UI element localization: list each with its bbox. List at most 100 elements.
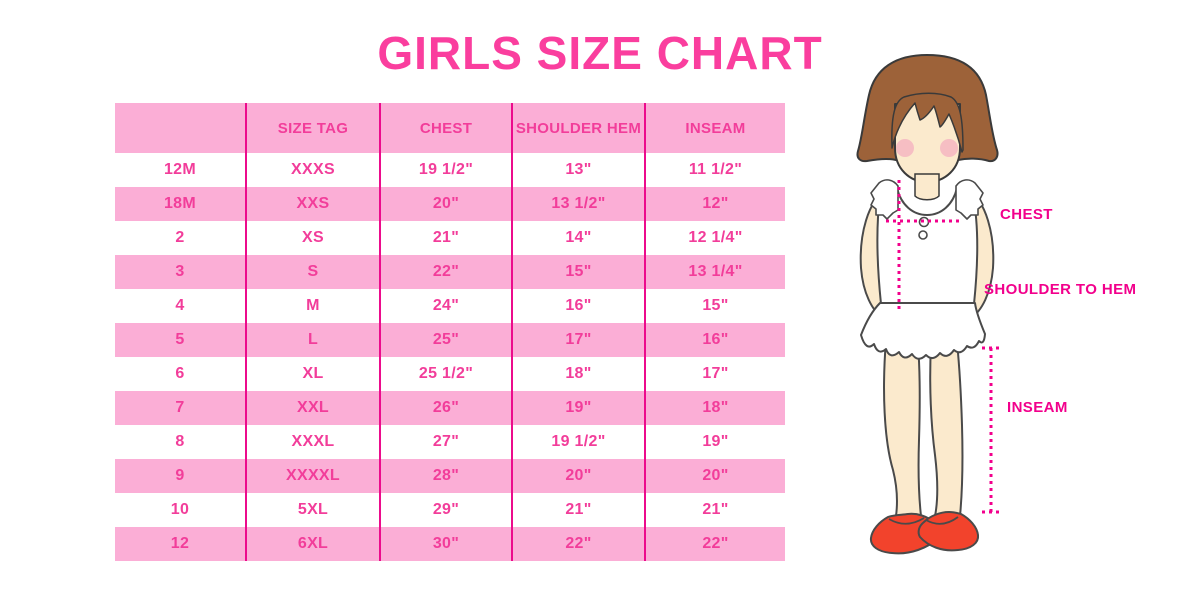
table-row: 6 XL 25 1/2" 18" 17" [115, 357, 785, 391]
table-cell: 21" [644, 493, 785, 527]
size-table-body: 12M XXXS 19 1/2" 13" 11 1/2" 18M XXS 20" 13 1/2"… [115, 153, 785, 561]
table-row: 8 XXXL 27" 19 1/2" 19" [115, 425, 785, 459]
table-cell: 21" [511, 493, 645, 527]
table-cell: 12M [163, 161, 197, 178]
table-cell: 25 1/2" [379, 357, 512, 391]
table-cell: 17" [644, 357, 785, 391]
neck [914, 173, 940, 201]
table-cell: 15" [644, 289, 785, 323]
table-cell: 19" [511, 391, 645, 425]
table-cell: XL [245, 357, 380, 391]
table-cell: 6 [175, 365, 185, 382]
table-row: 3 S 22" 15" 13 1/4" [115, 255, 785, 289]
table-cell: 16" [644, 323, 785, 357]
table-cell: L [245, 323, 380, 357]
table-cell: 29" [379, 493, 512, 527]
measurement-figure: CHEST SHOULDER TO HEM INSEAM [830, 40, 1200, 560]
table-cell: XXXL [245, 425, 380, 459]
table-cell: 13" [511, 153, 645, 187]
header-cell-size-tag: SIZE TAG [245, 103, 380, 153]
table-cell: XS [245, 221, 380, 255]
table-cell: 6XL [245, 527, 380, 561]
shoe-right [917, 511, 980, 552]
table-cell: 20" [644, 459, 785, 493]
table-cell: 20" [511, 459, 645, 493]
table-cell: 8 [175, 433, 185, 450]
leg-left [883, 339, 922, 517]
table-cell: 28" [379, 459, 512, 493]
table-cell: 26" [379, 391, 512, 425]
table-cell: 19 1/2" [379, 153, 512, 187]
shoe-strap-left [888, 517, 925, 525]
table-cell: XXS [245, 187, 380, 221]
skirt [860, 302, 986, 360]
table-cell: 19" [644, 425, 785, 459]
table-cell: 7 [115, 391, 246, 425]
table-cell: 27" [379, 425, 512, 459]
table-cell: 21" [379, 221, 512, 255]
table-cell: M [245, 289, 380, 323]
page-title: GIRLS SIZE CHART [377, 27, 823, 79]
table-cell: 5 [115, 323, 246, 357]
table-cell: 22" [511, 527, 645, 561]
table-cell: 2 [175, 229, 185, 246]
table-cell: XXXS [245, 153, 380, 187]
table-cell: 3 [115, 255, 246, 289]
table-row: 18M XXS 20" 13 1/2" 12" [115, 187, 785, 221]
table-cell: 5XL [245, 493, 380, 527]
table-row: 2 XS 21" 14" 12 1/4" [115, 221, 785, 255]
shoe-strap-right [925, 516, 959, 525]
table-cell: 10 [170, 501, 190, 518]
table-cell: 9 [115, 459, 246, 493]
table-cell: 13 1/2" [511, 187, 645, 221]
table-cell: 15" [511, 255, 645, 289]
table-row: 10 5XL 29" 21" 21" [115, 493, 785, 527]
inseam-label: INSEAM [1007, 399, 1068, 416]
table-cell: 17" [511, 323, 645, 357]
shoulder-to-hem-label: SHOULDER TO HEM [984, 281, 1137, 298]
table-cell: 22" [379, 255, 512, 289]
button-bottom [918, 230, 928, 240]
table-cell: 18" [511, 357, 645, 391]
bangs [891, 92, 964, 153]
table-row: 9 XXXXL 28" 20" 20" [115, 459, 785, 493]
header-cell-shoulder-hem: SHOULDER HEM [511, 103, 645, 153]
table-cell: 24" [379, 289, 512, 323]
size-table: SIZE TAG CHEST SHOULDER HEM INSEAM 12M XX… [115, 103, 785, 561]
table-row: 12M XXXS 19 1/2" 13" 11 1/2" [115, 153, 785, 187]
table-cell: 18M [115, 187, 246, 221]
table-cell: 18" [644, 391, 785, 425]
header-cell-size [115, 103, 246, 153]
table-cell: 13 1/4" [644, 255, 785, 289]
table-cell: 12 [115, 527, 246, 561]
girl-illustration [856, 54, 1000, 555]
chest-label: CHEST [1000, 206, 1053, 223]
table-cell: 30" [379, 527, 512, 561]
table-cell: XXL [245, 391, 380, 425]
table-cell: XXXXL [245, 459, 380, 493]
table-cell: 12" [644, 187, 785, 221]
table-cell: S [245, 255, 380, 289]
table-cell: 14" [511, 221, 645, 255]
table-cell: 19 1/2" [511, 425, 645, 459]
table-row: 4 M 24" 16" 15" [115, 289, 785, 323]
leg-right [929, 341, 964, 517]
table-row: 5 L 25" 17" 16" [115, 323, 785, 357]
header-cell-inseam: INSEAM [644, 103, 785, 153]
table-cell: 25" [379, 323, 512, 357]
table-cell: 4 [175, 297, 185, 314]
table-cell: 16" [511, 289, 645, 323]
blush-left [896, 139, 914, 157]
header-cell-chest: CHEST [379, 103, 512, 153]
table-cell: 20" [379, 187, 512, 221]
ruffle-right [955, 179, 984, 220]
ruffle-left [870, 179, 899, 220]
table-header-row: SIZE TAG CHEST SHOULDER HEM INSEAM [115, 103, 785, 153]
table-cell: 11 1/2" [644, 153, 785, 187]
blush-right [940, 139, 958, 157]
table-cell: 12 1/4" [644, 221, 785, 255]
table-row: 7 XXL 26" 19" 18" [115, 391, 785, 425]
table-cell: 22" [644, 527, 785, 561]
table-row: 12 6XL 30" 22" 22" [115, 527, 785, 561]
